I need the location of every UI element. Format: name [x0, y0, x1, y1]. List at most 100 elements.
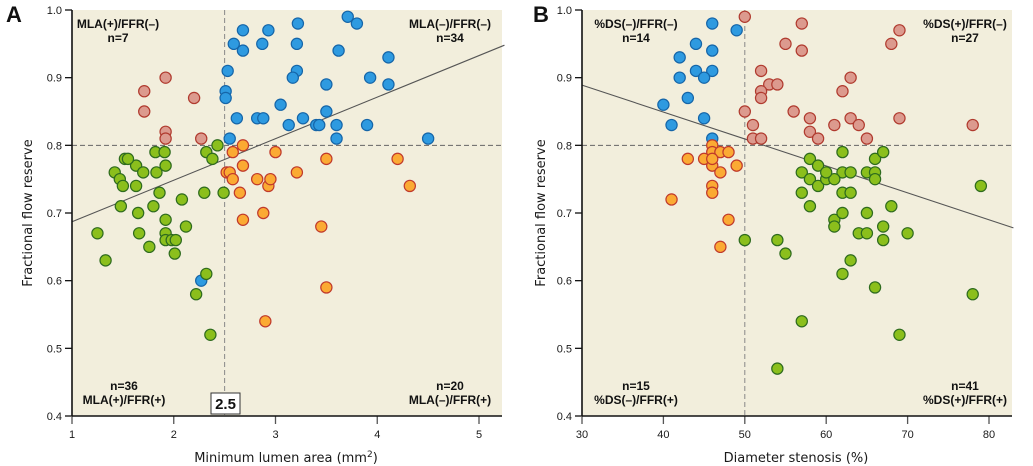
data-point-green	[828, 220, 841, 233]
data-point-green	[143, 240, 156, 254]
data-point-orange	[236, 213, 250, 226]
data-point-green	[868, 172, 882, 186]
data-point-pink	[754, 132, 768, 145]
data-point-green	[217, 186, 230, 199]
data-point-green	[868, 152, 882, 166]
data-point-green	[771, 362, 784, 375]
data-point-blue	[360, 118, 374, 132]
x-tick-label: 40	[657, 429, 669, 441]
data-point-orange	[714, 166, 727, 179]
y-tick-label: 0.9	[47, 73, 62, 85]
data-point-green	[844, 166, 857, 179]
data-point-green	[901, 227, 914, 240]
data-point-green	[779, 247, 792, 260]
data-point-orange	[665, 193, 678, 206]
quad-label-a-bottom-right: MLA(–)/FFR(+)	[409, 393, 491, 407]
x-tick-label: 3	[272, 429, 278, 441]
x-tick-label: 50	[739, 429, 751, 441]
data-point-green	[836, 206, 849, 220]
quad-n-a-top-right: n=34	[436, 31, 464, 45]
data-point-blue	[706, 44, 719, 57]
data-point-orange	[315, 220, 328, 233]
data-point-orange	[706, 152, 719, 166]
y-tick-label: 0.8	[47, 140, 62, 152]
data-point-blue	[697, 71, 711, 84]
data-point-green	[974, 179, 988, 193]
data-point-pink	[795, 17, 808, 30]
quad-n-b-top-right: n=27	[951, 31, 979, 45]
data-point-orange	[722, 145, 735, 159]
data-point-pink	[803, 112, 817, 125]
y-axis-label-b: Fractional flow reserve	[534, 139, 549, 286]
data-point-green	[114, 200, 128, 213]
data-point-green	[137, 166, 150, 179]
data-point-orange	[264, 172, 277, 186]
x-axis-label-a: Minimum lumen area (mm2)	[194, 450, 378, 466]
x-tick-label: 30	[576, 429, 588, 441]
data-point-pink	[187, 91, 201, 105]
data-point-green	[738, 233, 752, 247]
data-point-orange	[391, 152, 404, 166]
data-point-pink	[795, 44, 808, 57]
data-point-green	[168, 247, 181, 260]
quad-label-a-top-left: MLA(+)/FFR(–)	[77, 17, 159, 31]
data-point-green	[860, 227, 874, 240]
y-tick-label: 1.0	[557, 5, 572, 17]
quad-label-b-top-left: %DS(–)/FFR(–)	[594, 17, 677, 31]
data-point-blue	[330, 132, 343, 145]
x-tick-label: 80	[983, 429, 995, 441]
data-point-orange	[236, 159, 250, 172]
data-point-orange	[730, 159, 743, 172]
data-point-pink	[860, 132, 874, 145]
data-point-orange	[403, 179, 417, 193]
data-point-pink	[138, 84, 151, 98]
data-point-green	[99, 254, 112, 267]
quad-n-a-top-left: n=7	[107, 31, 128, 45]
data-point-blue	[382, 51, 395, 64]
data-point-green	[189, 288, 203, 301]
data-point-blue	[223, 132, 236, 145]
data-point-blue	[262, 24, 275, 37]
data-point-green	[844, 186, 857, 199]
x-tick-label: 2	[171, 429, 177, 441]
data-point-blue	[382, 78, 395, 91]
data-point-green	[811, 159, 825, 172]
cutoff-label-box	[210, 392, 241, 415]
panel-a: A 0.4 0.5 0.6 0.7 0.8 0.9 1.0 1 2 3 4 5 MLA(+)/FFR(…	[6, 2, 505, 466]
data-point-pink	[754, 64, 768, 78]
data-point-blue	[363, 71, 377, 84]
data-point-blue	[274, 98, 287, 111]
data-point-green	[868, 281, 882, 294]
quad-label-a-top-right: MLA(–)/FFR(–)	[409, 17, 491, 31]
data-point-blue	[730, 24, 743, 37]
data-point-blue	[697, 112, 711, 125]
x-tick-label: 4	[374, 429, 380, 441]
data-point-orange	[320, 281, 333, 294]
data-point-green	[893, 328, 906, 341]
data-point-green	[803, 200, 817, 213]
data-point-pink	[885, 37, 898, 51]
data-point-blue	[320, 78, 333, 91]
data-point-green	[820, 166, 833, 179]
data-point-green	[966, 288, 979, 301]
data-point-orange	[714, 240, 727, 254]
data-point-green	[206, 152, 219, 166]
data-point-orange	[706, 186, 719, 199]
data-point-green	[129, 179, 143, 193]
data-point-orange	[233, 186, 247, 199]
data-point-green	[91, 227, 104, 240]
data-point-green	[121, 152, 135, 166]
data-point-green	[116, 179, 130, 193]
data-point-blue	[350, 17, 364, 30]
data-point-green	[795, 186, 808, 199]
panel-label-b: B	[533, 2, 549, 27]
data-point-blue	[330, 118, 343, 132]
data-point-blue	[286, 71, 299, 84]
data-point-blue	[256, 37, 269, 51]
data-point-blue	[341, 10, 354, 23]
data-point-pink	[138, 105, 151, 118]
data-point-green	[811, 179, 825, 193]
x-axis-label-a-main: Minimum lumen area (mm	[194, 451, 367, 466]
data-point-green	[795, 166, 808, 179]
quad-n-b-bottom-left: n=15	[622, 379, 650, 393]
